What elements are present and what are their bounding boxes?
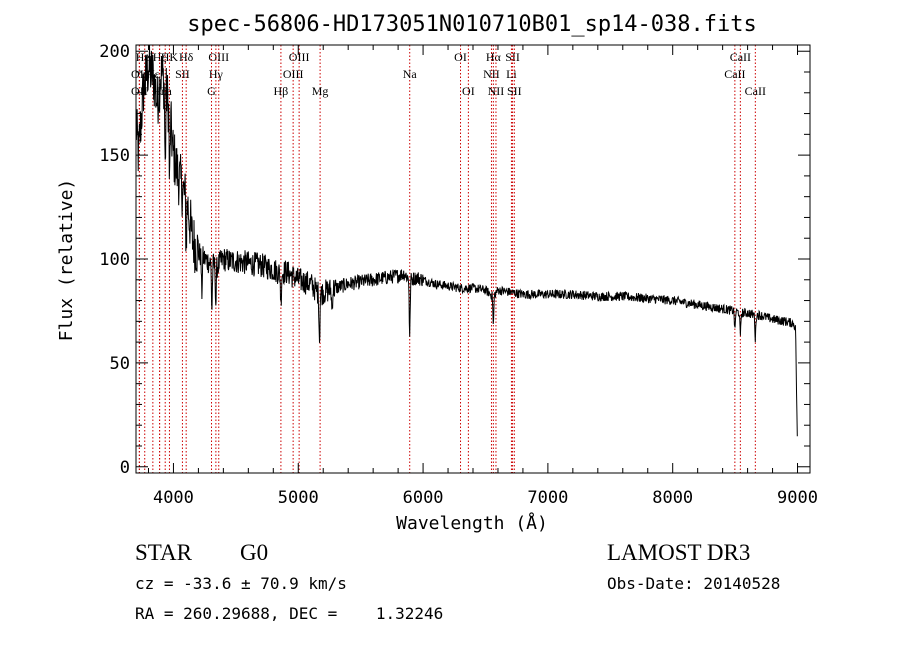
line-marker-label: OIII — [208, 50, 229, 64]
spectrum-line — [135, 44, 798, 437]
y-tick-label: 100 — [99, 250, 130, 270]
line-marker-label: NII — [483, 67, 500, 81]
line-marker-label: OI — [454, 50, 467, 64]
survey-name: LAMOST DR3 — [607, 540, 750, 565]
object-subclass: G0 — [240, 540, 268, 565]
line-marker-label: OIII — [283, 67, 304, 81]
x-tick-label: 5000 — [278, 488, 319, 508]
x-axis: 4000 5000 6000 7000 8000 9000 — [147, 45, 818, 508]
x-axis-label: Wavelength (Å) — [396, 512, 548, 534]
x-tick-label: 4000 — [153, 488, 194, 508]
obs-date: Obs-Date: 20140528 — [607, 574, 780, 593]
line-marker-label: CaII — [745, 84, 766, 98]
line-marker-label: OI — [462, 84, 475, 98]
chart-title: spec-56806-HD173051N010710B01_sp14-038.f… — [187, 12, 757, 37]
object-class: STAR — [135, 540, 193, 565]
line-marker-label: SII — [175, 67, 190, 81]
x-tick-label: 8000 — [652, 488, 693, 508]
line-marker-label: HK — [161, 50, 179, 64]
redshift-value: cz = -33.6 ± 70.9 km/s — [135, 574, 347, 593]
x-tick-label: 6000 — [403, 488, 444, 508]
y-axis: 0 50 100 150 200 — [99, 42, 810, 478]
line-marker-label: Hα — [486, 50, 502, 64]
line-marker-label: CaII — [724, 67, 745, 81]
line-marker-label: Hδ — [179, 50, 194, 64]
line-marker-label: SII — [505, 50, 520, 64]
y-tick-label: 50 — [110, 354, 130, 374]
ra-dec-readout: RA = 260.29688, DEC = 1.32246 — [135, 604, 443, 623]
y-tick-label: 200 — [99, 42, 130, 62]
y-tick-label: 150 — [99, 146, 130, 166]
x-tick-label: 7000 — [527, 488, 568, 508]
line-marker-label: Hβ — [274, 84, 289, 98]
line-marker-label: Hγ — [209, 67, 224, 81]
x-tick-label: 9000 — [777, 488, 818, 508]
y-tick-label: 0 — [120, 458, 130, 478]
line-marker-label: G — [207, 84, 216, 98]
line-marker-label: SII — [507, 84, 522, 98]
line-marker-label: Na — [403, 67, 418, 81]
line-marker-label: Li — [506, 67, 517, 81]
line-marker-label: NII — [488, 84, 505, 98]
line-marker-label: CaII — [730, 50, 751, 64]
line-marker-label: OIII — [289, 50, 310, 64]
y-axis-label: Flux (relative) — [56, 179, 77, 342]
line-marker-label: Mg — [312, 84, 329, 98]
